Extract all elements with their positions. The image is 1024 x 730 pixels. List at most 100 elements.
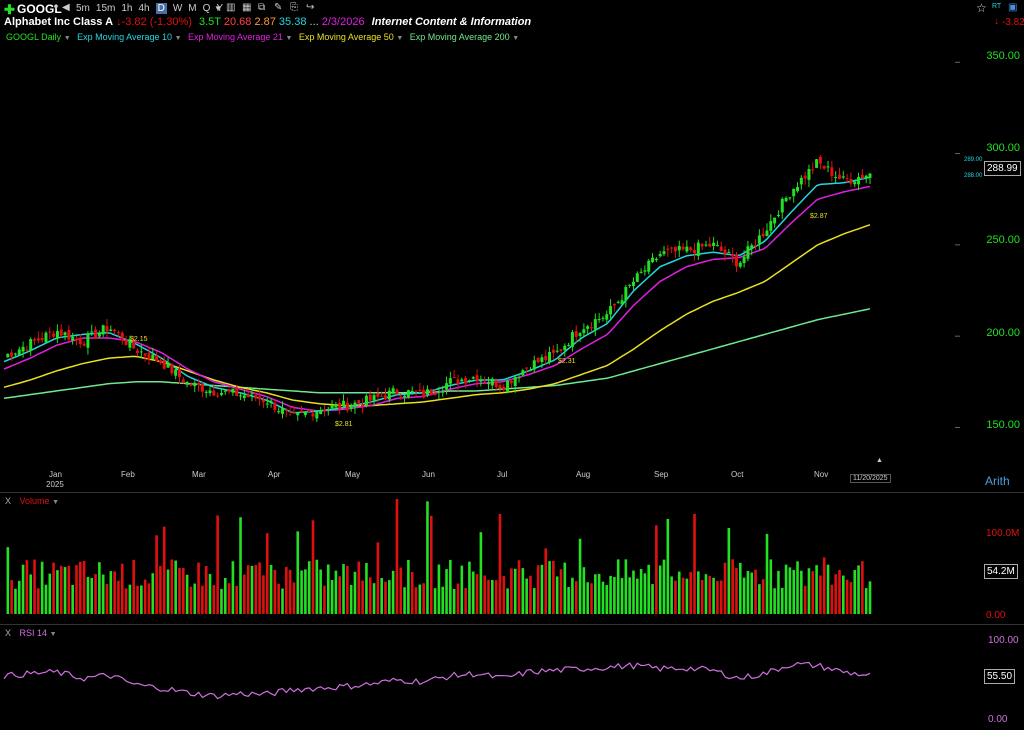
volume-bar bbox=[773, 588, 776, 614]
candle bbox=[490, 377, 494, 391]
candle bbox=[754, 239, 758, 251]
volume-bar bbox=[620, 578, 624, 614]
candle bbox=[555, 343, 559, 354]
draw-icon[interactable]: ✎ bbox=[274, 2, 283, 13]
candle bbox=[128, 335, 132, 352]
volume-bar bbox=[742, 577, 746, 614]
timeframe-1h[interactable]: 1h bbox=[121, 3, 133, 14]
volume-close-button[interactable]: X bbox=[5, 496, 12, 506]
legend-ema21[interactable]: Exp Moving Average 21 bbox=[188, 32, 283, 42]
volume-bar bbox=[262, 575, 265, 614]
legend-ema21-dropdown-icon[interactable]: ▼ bbox=[285, 35, 293, 42]
settings-icon[interactable]: ▣ bbox=[1008, 2, 1018, 13]
volume-bar bbox=[613, 577, 616, 614]
pe-ratio: 20.68 bbox=[223, 16, 252, 28]
candle bbox=[132, 337, 136, 350]
legend-ema10[interactable]: Exp Moving Average 10 bbox=[77, 32, 173, 42]
candle bbox=[368, 390, 372, 407]
legend-ema50-dropdown-icon[interactable]: ▼ bbox=[396, 35, 404, 42]
candle bbox=[536, 356, 540, 364]
timeframe-w[interactable]: W bbox=[172, 3, 183, 14]
timeframe-m[interactable]: M bbox=[188, 3, 197, 14]
price-chart[interactable]: $2.15 $2.81 $2.31 $2.87 bbox=[0, 44, 960, 464]
template-icon[interactable]: ⎘ bbox=[290, 2, 298, 13]
rsi-close-button[interactable]: X bbox=[5, 628, 12, 638]
candle bbox=[628, 284, 632, 288]
rsi-dropdown-icon[interactable]: ▼ bbox=[49, 631, 57, 638]
indicators-icon[interactable]: ▦ bbox=[242, 2, 252, 13]
candle bbox=[551, 345, 555, 360]
candle bbox=[147, 346, 151, 365]
volume-chart[interactable] bbox=[0, 494, 960, 620]
candle bbox=[143, 353, 147, 362]
volume-bar bbox=[819, 575, 822, 614]
price-label-150: 150.00 bbox=[986, 419, 1020, 431]
timeframe-dropdown-icon[interactable]: ▼ bbox=[214, 4, 222, 13]
timeframe-y[interactable]: Y bbox=[216, 3, 224, 14]
divider-price-volume[interactable] bbox=[0, 492, 1024, 493]
rsi-chart[interactable] bbox=[0, 626, 960, 730]
candle bbox=[25, 345, 29, 352]
volume-bar bbox=[716, 581, 719, 614]
volume-bar bbox=[788, 567, 792, 614]
volume-bar bbox=[670, 576, 673, 614]
volume-bar bbox=[357, 561, 361, 614]
volume-bar bbox=[845, 579, 849, 614]
chart-type-icon[interactable]: ▥ bbox=[226, 2, 236, 13]
volume-bar bbox=[658, 565, 662, 614]
volume-dropdown-icon[interactable]: ▼ bbox=[52, 499, 60, 506]
divider-volume-rsi[interactable] bbox=[0, 624, 1024, 625]
volume-bar bbox=[521, 568, 525, 614]
volume-bar bbox=[532, 588, 536, 614]
volume-bar bbox=[719, 580, 723, 614]
volume-bar bbox=[365, 563, 368, 614]
volume-title[interactable]: Volume bbox=[19, 496, 50, 506]
timeframe-4h[interactable]: 4h bbox=[138, 3, 150, 14]
legend-ema50[interactable]: Exp Moving Average 50 bbox=[298, 32, 394, 42]
volume-bar bbox=[342, 564, 345, 614]
volume-bar bbox=[868, 581, 872, 614]
volume-bar bbox=[491, 579, 494, 614]
legend-main[interactable]: GOOGL Daily bbox=[6, 32, 62, 42]
volume-bar bbox=[25, 560, 29, 614]
scale-mode[interactable]: Arith bbox=[985, 474, 1010, 488]
candle bbox=[284, 407, 288, 417]
legend-ema10-dropdown-icon[interactable]: ▼ bbox=[174, 35, 182, 42]
candle bbox=[788, 197, 792, 201]
candle bbox=[532, 355, 536, 373]
scroll-up-icon[interactable]: ▲ bbox=[876, 457, 883, 464]
volume-bar bbox=[151, 573, 155, 614]
ticker-symbol[interactable]: GOOGL bbox=[17, 2, 62, 16]
legend-ema200[interactable]: Exp Moving Average 200 bbox=[409, 32, 510, 42]
ticker-dropdown-icon[interactable]: ▼ bbox=[52, 3, 60, 12]
volume-bar bbox=[635, 578, 639, 614]
star-icon[interactable]: ☆ bbox=[976, 1, 987, 15]
timeframe-q[interactable]: Q bbox=[202, 3, 211, 14]
share-icon[interactable]: ↪ bbox=[306, 2, 315, 13]
candle bbox=[231, 388, 235, 396]
timeframe-d[interactable]: D bbox=[155, 3, 167, 14]
volume-bar bbox=[132, 559, 136, 614]
timeframe-5m[interactable]: 5m bbox=[76, 3, 90, 14]
candle bbox=[258, 391, 262, 406]
volume-bar bbox=[231, 561, 235, 614]
candle bbox=[460, 377, 464, 382]
speaker-icon[interactable]: ◀ bbox=[62, 2, 70, 13]
candle bbox=[155, 351, 159, 362]
volume-bar bbox=[307, 561, 311, 614]
candle bbox=[254, 392, 258, 402]
ema-small-label-bottom: 288.00 bbox=[964, 173, 983, 179]
legend-main-dropdown-icon[interactable]: ▼ bbox=[63, 35, 71, 42]
volume-bar bbox=[738, 562, 742, 614]
candle bbox=[704, 240, 708, 247]
rsi-title[interactable]: RSI 14 bbox=[19, 628, 48, 638]
candle bbox=[406, 389, 410, 399]
volume-bar bbox=[17, 580, 21, 614]
candle bbox=[429, 388, 433, 396]
add-symbol-icon[interactable]: ✚ bbox=[4, 2, 15, 17]
legend-ema200-dropdown-icon[interactable]: ▼ bbox=[512, 35, 520, 42]
compare-icon[interactable]: ⧉ bbox=[258, 2, 266, 13]
volume-bar bbox=[189, 586, 193, 614]
timeframe-15m[interactable]: 15m bbox=[95, 3, 116, 14]
volume-bar bbox=[82, 560, 86, 614]
